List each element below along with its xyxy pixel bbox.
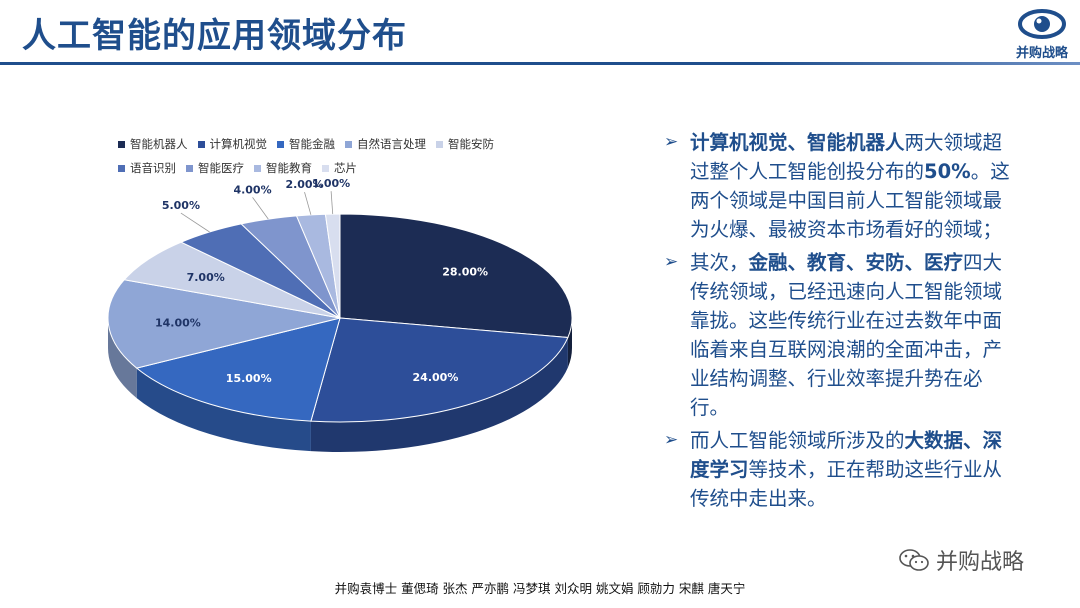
label-leader-line — [180, 212, 210, 233]
bullet-arrow-icon: ➢ — [664, 430, 679, 450]
pie-slice — [107, 279, 341, 369]
pie-slice-side — [136, 368, 311, 452]
logo-text: 并购战略 — [1015, 46, 1068, 61]
legend-item: 计算机视觉 — [197, 134, 268, 154]
legend-swatch — [186, 164, 193, 172]
bullet-text: 其次， — [690, 251, 749, 274]
pie-slice-side — [108, 318, 137, 399]
legend-label: 智能机器人 — [130, 137, 188, 151]
pie-data-label: 4.00% — [233, 183, 271, 196]
legend-item: 自然语言处理 — [345, 134, 426, 154]
legend-row: 智能机器人 计算机视觉 智能金融 自然语言处理 智能安防 — [118, 134, 578, 154]
label-leader-line — [304, 192, 312, 215]
chart-legend: 智能机器人 计算机视觉 智能金融 自然语言处理 智能安防语音识别 智能医疗 智能教育 芯片 — [118, 134, 578, 182]
brand-logo: 并购战略 — [1010, 6, 1074, 62]
pie-data-label: 24.00% — [413, 371, 459, 384]
legend-swatch — [277, 140, 284, 148]
label-leader-line — [330, 191, 334, 215]
bullet-highlight: 大数据、深度学习 — [690, 429, 1003, 481]
page-title: 人工智能的应用领域分布 — [22, 16, 407, 56]
legend-item: 智能医疗 — [186, 158, 244, 178]
pie-data-label: 7.00% — [187, 271, 225, 284]
legend-row: 语音识别 智能医疗 智能教育 芯片 — [118, 158, 578, 178]
bullet-highlight: 金融、教育、安防、医疗 — [748, 251, 964, 274]
pie-data-label: 5.00% — [162, 199, 200, 212]
legend-label: 芯片 — [334, 161, 357, 175]
legend-label: 智能金融 — [289, 137, 335, 151]
legend-label: 智能安防 — [448, 137, 494, 151]
legend-swatch — [118, 140, 125, 148]
legend-label: 语音识别 — [130, 161, 176, 175]
legend-item: 智能教育 — [254, 158, 312, 178]
legend-item: 智能金融 — [277, 134, 335, 154]
pie-slice — [123, 241, 341, 319]
legend-item: 语音识别 — [118, 158, 176, 178]
bullet-paragraph: ➢ 其次，金融、教育、安防、医疗四大传统领域，已经迅速向人工智能领域靠拢。这些传统… — [664, 248, 1014, 422]
legend-swatch — [436, 140, 443, 148]
legend-swatch — [118, 164, 125, 172]
legend-label: 智能教育 — [266, 161, 312, 175]
eye-logo-icon — [1018, 9, 1066, 39]
bullet-highlight: 计算机视觉、智能机器人 — [690, 131, 905, 154]
legend-label: 智能医疗 — [198, 161, 244, 175]
bullet-text: 四大传统领域，已经迅速向人工智能领域靠拢。这些传统行业在过去数年中面临着来自互联… — [690, 251, 1003, 419]
pie-slice-side — [567, 318, 572, 368]
pie-data-label: 14.00% — [155, 317, 201, 330]
legend-swatch — [345, 140, 352, 148]
legend-swatch — [322, 164, 329, 172]
wechat-icon — [899, 549, 929, 571]
watermark-text: 并购战略 — [936, 550, 1025, 575]
legend-label: 自然语言处理 — [357, 137, 426, 151]
bullet-paragraph: ➢ 而人工智能领域所涉及的大数据、深度学习等技术，正在帮助这些行业从传统中走出来。 — [664, 426, 1014, 513]
pie-slice — [310, 317, 569, 423]
legend-item: 芯片 — [322, 158, 357, 178]
legend-item: 智能机器人 — [118, 134, 188, 154]
legend-swatch — [254, 164, 261, 172]
bullet-paragraph: ➢ 计算机视觉、智能机器人两大领域超过整个人工智能创投分布的50%。这两个领域是中… — [664, 128, 1014, 244]
bullet-text: 。这两个领域是中国目前人工智能领域最为火爆、最被资本市场看好的领域； — [690, 160, 1010, 241]
legend-item: 智能安防 — [436, 134, 494, 154]
footer-authors: 并购袁博士 董偲琦 张杰 严亦鹏 冯梦琪 刘众明 姚文娟 顾勍力 宋麒 唐天宁 — [334, 581, 746, 596]
pie-slice — [135, 317, 341, 422]
watermark: 并购战略 — [898, 544, 1024, 576]
bullet-arrow-icon: ➢ — [664, 132, 679, 152]
legend-swatch — [197, 140, 205, 148]
pie-data-label: 28.00% — [442, 266, 488, 279]
title-divider — [0, 62, 1080, 65]
pie-slice — [339, 213, 573, 339]
bullet-highlight: 50% — [924, 160, 971, 183]
pie-data-label: 15.00% — [226, 372, 272, 385]
label-leader-line — [252, 197, 269, 220]
pie-slice-side — [310, 337, 568, 452]
text-panel: ➢ 计算机视觉、智能机器人两大领域超过整个人工智能创投分布的50%。这两个领域是中… — [664, 128, 1014, 517]
pie-data-label: 2.00% — [285, 178, 323, 191]
pie-data-label: 1.00% — [312, 177, 350, 190]
bullet-arrow-icon: ➢ — [664, 252, 679, 272]
bullet-text: 两大领域超过整个人工智能创投分布的 — [690, 131, 1003, 183]
legend-label: 计算机视觉 — [209, 137, 268, 151]
bullet-text: 而人工智能领域所涉及的 — [690, 429, 905, 452]
bullet-text: 等技术，正在帮助这些行业从传统中走出来。 — [690, 458, 1003, 510]
